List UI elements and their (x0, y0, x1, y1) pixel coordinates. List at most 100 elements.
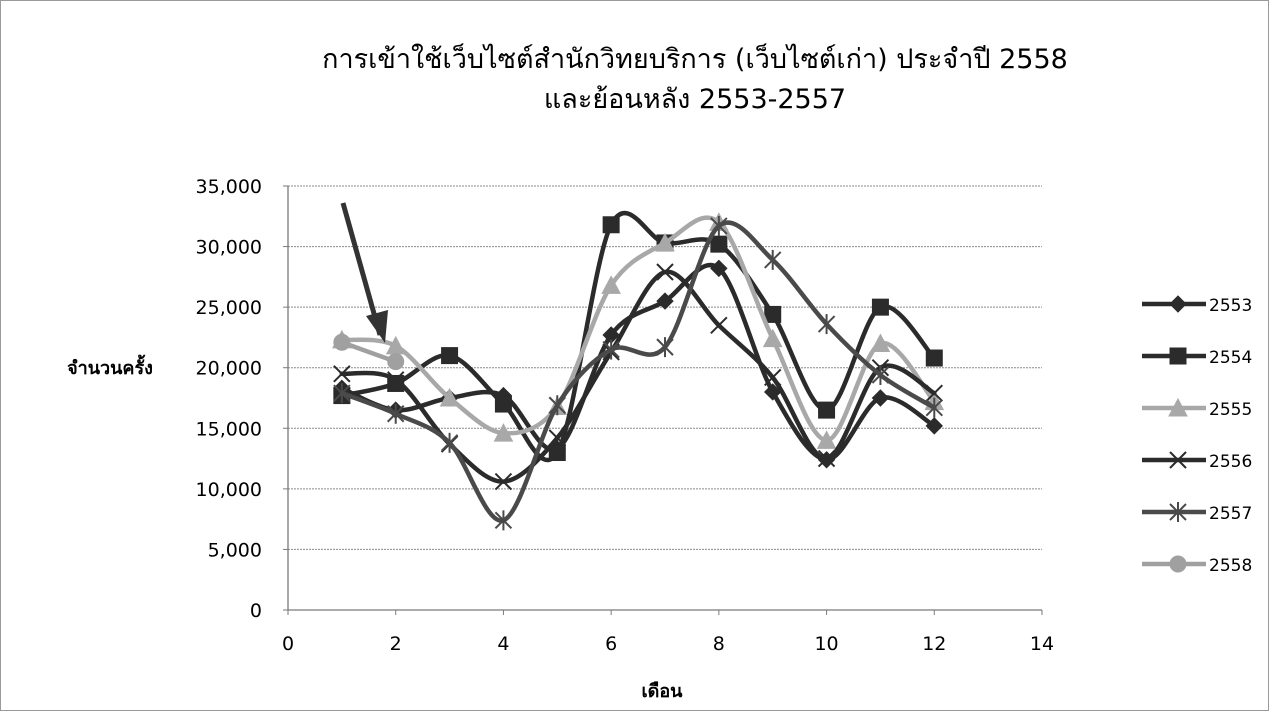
annotation-arrow (340, 202, 383, 336)
point-2558 (387, 353, 405, 371)
annotation-arrow-head (366, 310, 388, 343)
legend-marker-2555 (1168, 397, 1188, 417)
point-2554 (925, 349, 943, 367)
series-2554 (333, 210, 943, 463)
point-2557 (710, 215, 728, 236)
series-2556 (333, 263, 943, 491)
point-2557 (871, 364, 890, 385)
x-axis-label: เดือน (642, 681, 684, 702)
chart-title: การเข้าใช้เว็บไซต์สำนักวิทยบริการ (เว็บไ… (0, 40, 1271, 120)
legend-item-2553: 2553 (1142, 295, 1252, 316)
legend-label-2557: 2557 (1209, 504, 1252, 524)
point-2557 (925, 397, 943, 418)
point-2557 (764, 249, 782, 270)
series-2558 (333, 333, 405, 371)
y-tick-label: 20,000 (196, 358, 262, 380)
point-2555 (493, 423, 514, 442)
annotation-layer (340, 202, 388, 343)
point-2556-stroke (387, 371, 405, 389)
point-2557 (656, 337, 674, 358)
series-line-2557 (339, 220, 937, 523)
chart-title-line2: และย้อนหลัง 2553-2557 (543, 84, 847, 115)
point-2553 (871, 389, 890, 407)
legend-item-2554: 2554 (1142, 347, 1252, 368)
legend-label-2558: 2558 (1209, 556, 1252, 576)
point-2556 (925, 384, 943, 402)
point-2557 (602, 339, 620, 360)
point-2556-stroke (548, 429, 566, 447)
axes: 0 5,000 10,000 15,000 20,000 25,000 30,000 35,0… (196, 176, 1055, 655)
point-2556-stroke (817, 449, 836, 468)
point-2555 (816, 430, 837, 449)
legend-item-2555: 2555 (1142, 397, 1252, 420)
legend-marker-2558 (1169, 555, 1187, 573)
point-2556 (387, 371, 405, 389)
point-2557 (494, 510, 513, 531)
y-tick-label: 15,000 (196, 418, 262, 440)
x-tick-label: 0 (282, 633, 294, 655)
y-tick-label: 25,000 (196, 297, 262, 319)
x-tick-label: 12 (922, 633, 946, 655)
point-2556 (817, 449, 836, 468)
point-2556-stroke (710, 316, 728, 335)
point-2553 (710, 259, 728, 278)
point-2556-stroke (656, 263, 674, 281)
y-tick-label: 0 (250, 600, 262, 622)
point-2556 (710, 316, 728, 335)
legend-item-2558: 2558 (1142, 555, 1252, 576)
point-2554 (602, 216, 620, 234)
series-2557 (333, 215, 943, 531)
chart-title-line1: การเข้าใช้เว็บไซต์สำนักวิทยบริการ (เว็บไ… (322, 44, 1068, 75)
legend-label-2556: 2556 (1209, 452, 1252, 472)
point-2556 (494, 472, 513, 491)
point-2557 (817, 314, 836, 335)
point-2556 (656, 263, 674, 281)
x-tick-label: 8 (713, 633, 725, 655)
y-tick-label: 5,000 (208, 539, 262, 561)
x-tick-label: 14 (1030, 633, 1054, 655)
y-tick-label: 10,000 (196, 479, 262, 501)
point-2554 (548, 444, 566, 462)
point-2555 (655, 232, 675, 252)
legend: 2553 2554 2555 2556 2557 2558 (1142, 295, 1252, 576)
point-2557 (548, 395, 566, 416)
x-tick-label: 4 (497, 633, 509, 655)
point-2556-stroke (494, 472, 513, 491)
point-2554 (441, 347, 459, 365)
legend-marker-2554 (1169, 347, 1187, 365)
legend-label-2555: 2555 (1209, 400, 1252, 420)
point-2553 (656, 292, 674, 310)
series-line-2555 (339, 215, 937, 443)
point-2553 (925, 417, 943, 435)
point-2556-stroke (764, 368, 782, 387)
y-tick-label: 30,000 (196, 237, 262, 259)
point-2555 (601, 275, 621, 294)
legend-marker-2556 (1169, 451, 1187, 469)
legend-marker-2557 (1169, 502, 1187, 522)
point-2558 (333, 333, 351, 351)
series-layer (332, 210, 945, 531)
legend-label-2554: 2554 (1209, 348, 1252, 368)
point-2554 (494, 395, 512, 413)
legend-item-2556: 2556 (1142, 451, 1252, 472)
point-2554 (871, 298, 889, 316)
point-2557 (440, 432, 459, 453)
point-2556 (333, 365, 351, 383)
point-2555 (762, 328, 783, 348)
x-tick-label: 6 (605, 633, 617, 655)
point-2556 (764, 368, 782, 387)
point-2557 (387, 403, 405, 424)
point-2555 (439, 387, 460, 407)
point-2557 (333, 383, 351, 404)
legend-marker-2556-stroke (1169, 451, 1187, 469)
point-2554 (710, 235, 728, 253)
legend-item-2557: 2557 (1142, 502, 1252, 524)
point-2556-stroke (333, 365, 351, 383)
point-2555 (870, 333, 891, 352)
point-2554 (764, 305, 782, 323)
point-2556 (548, 429, 566, 447)
legend-label-2553: 2553 (1209, 296, 1252, 316)
y-axis-label: จำนวนครั้ง (67, 354, 153, 379)
